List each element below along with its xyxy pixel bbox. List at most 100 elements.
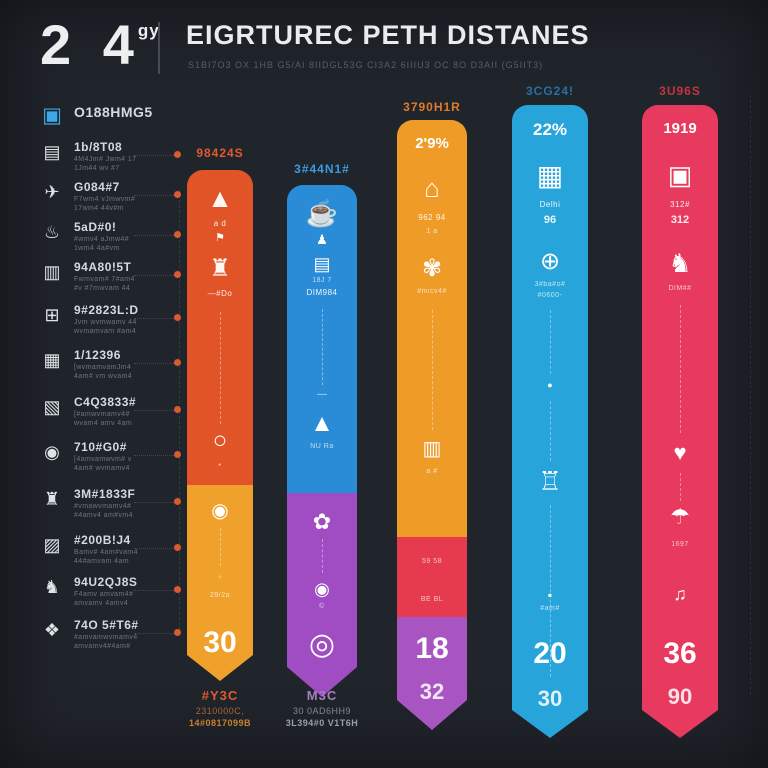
tent-icon: ▲	[207, 183, 233, 213]
leader-dot	[174, 406, 181, 413]
item-sub1: [wvmamvamJm4	[74, 364, 132, 371]
leader-line	[134, 633, 176, 634]
item-sub2: 4am# vm wvam4	[74, 373, 133, 380]
column-2-tip	[287, 667, 357, 697]
small-block-icon: ▪	[547, 588, 553, 602]
leader-dot	[174, 271, 181, 278]
column-4-note: Delhi	[539, 200, 561, 209]
item-sub2: #v #7mwvam 44	[74, 285, 131, 292]
plane-icon: ✈	[44, 182, 60, 202]
column-1-segment-bottom	[187, 485, 253, 655]
column-5-value: 36	[663, 637, 697, 670]
dotted-connector	[432, 310, 433, 430]
column-2-footer-title: M3C	[306, 688, 338, 703]
column-1-footer: #Y3C 2310000C, 14#0817099B	[189, 688, 251, 728]
item-sub2: amvamv4#4am#	[74, 643, 131, 650]
butterfly-icon: ✿	[312, 509, 332, 534]
column-5-segment	[642, 105, 718, 710]
leader-dot	[174, 451, 181, 458]
clapperboard-icon: ▤	[313, 254, 331, 274]
leader-dot	[174, 191, 181, 198]
column-3-note: 962 94	[418, 213, 446, 222]
list-item: ▤ 1b/8T08 4M4Jm# Jwm4 17 1Jm44 wv #7	[40, 140, 181, 172]
item-sub1: [4amvamwvm# v	[74, 456, 132, 463]
leader-line	[134, 195, 176, 196]
column-4-top-value: 22%	[532, 120, 568, 139]
flag-icon: ⚑	[215, 232, 225, 244]
list-item: ♞ 94U2QJ8S F4amv amvam4# amvamv 4amv4	[40, 575, 181, 607]
header-number: 2 4gy	[40, 12, 160, 77]
item-sub1: #wmv4 aJmw4#	[74, 236, 129, 243]
list-item: ❖ 74O 5#T6# #amvamwvmamv4 amvamv4#4am#	[40, 618, 181, 650]
column-3-top-label: 3790H1R	[403, 100, 461, 114]
column-3-secondary-value: 32	[419, 679, 445, 704]
column-3-tip	[397, 700, 467, 730]
item-sub1: 4M4Jm# Jwm4 17	[74, 156, 137, 163]
item-sub2: 1Jm44 wv #7	[74, 165, 120, 172]
list-item: ▧ C4Q3833# [#amwvmamv4# wvam4 amv 4am	[40, 395, 181, 427]
leader-line	[134, 502, 176, 503]
leader-dot	[174, 629, 181, 636]
column-4-note: #am#	[540, 605, 560, 612]
column-5-note: DIM##	[668, 285, 692, 292]
item-label: G084#7	[74, 180, 120, 194]
column-2-footer-line: 30 0AD6HH9	[292, 706, 352, 716]
list-item: ▦ 1/12396 [wvmamvamJm4 4am# vm wvam4	[40, 348, 181, 380]
column-1-note: —#Do	[207, 289, 233, 298]
leader-line	[134, 548, 176, 549]
column-2-note: NU Ra	[310, 443, 334, 450]
item-label: 9#2823L:D	[74, 303, 139, 317]
column-1-footer-line: 14#0817099B	[188, 718, 252, 728]
dotted-connector	[550, 401, 551, 461]
leader-dot	[174, 544, 181, 551]
column-2-footer: M3C 30 0AD6HH9 3L394#0 V1T6H	[286, 688, 359, 728]
leader-line	[134, 275, 176, 276]
iron-icon: ♨	[43, 222, 61, 242]
keyboard-icon: ▨	[43, 535, 61, 555]
item-label: 94U2QJ8S	[74, 575, 138, 589]
leader-line	[134, 155, 176, 156]
dotted-connector	[680, 473, 681, 501]
item-sub2: 17wm4 44v#m	[74, 205, 124, 212]
column-4-note: 3#ba#o#	[534, 281, 566, 288]
piano-icon: ♫	[673, 584, 687, 604]
scooter-icon: ❖	[43, 620, 61, 640]
circle-icon: ◦	[217, 572, 223, 583]
column-2-segment-bottom	[287, 493, 357, 667]
item-label: 1/12396	[74, 348, 121, 362]
list-item: ♨ 5aD#0! #wmv4 aJmw4# 1wm4 4a#vm	[40, 220, 181, 252]
list-item: ▥ 94A80!5T Fwmvam# 7#am4 #v #7mwvam 44	[40, 260, 181, 292]
column-1-value: 30	[203, 626, 237, 659]
newspaper-icon: ▦	[43, 350, 61, 370]
header-divider	[158, 22, 160, 74]
buildings-icon: ▦	[536, 160, 564, 191]
column-4-top-label: 3CG24!	[525, 84, 575, 98]
item-label: C4Q3833#	[74, 395, 137, 409]
column-2: ☕ ♟ ▤ 18J 7 DIM984 — ▲ NU Ra ✿ ◉ © ◎	[287, 185, 357, 697]
jug-icon: ☕	[305, 198, 339, 228]
column-3: 2'9% ⌂ 962 94 1 a ✾ #micv4# ▥ a # 59 58 …	[397, 120, 467, 730]
item-label: 710#G0#	[74, 440, 127, 454]
list-item: ✈ G084#7 F7wm4 vJmwvm# 17wm4 44v#m	[40, 180, 181, 212]
column-2-note: ©	[319, 603, 325, 610]
dotted-connector	[322, 309, 323, 385]
badge-icon: ◉	[211, 500, 229, 522]
column-2-note: 18J 7	[312, 277, 332, 284]
dotted-connector	[680, 305, 681, 433]
column-3-value: 18	[415, 632, 449, 665]
dotted-connector	[550, 505, 551, 677]
column-3-segment-bottom	[397, 617, 467, 700]
column-5-note: 1697	[671, 541, 689, 548]
header-number-value: 2 4	[40, 13, 142, 76]
leader-dot	[174, 586, 181, 593]
column-5-top-label: 3U96S	[659, 84, 701, 98]
page-title: EIGRTUREC PETH DISTANES	[186, 20, 590, 50]
leader-dot	[174, 359, 181, 366]
leader-line	[134, 318, 176, 319]
column-4-note: 96	[543, 214, 557, 226]
leader-dot	[174, 231, 181, 238]
item-label: 94A80!5T	[74, 260, 132, 274]
dot-marker: •	[218, 462, 222, 469]
list-item: ▨ #200B!J4 Bamv# 4am#vam4 44#amvam 4am	[40, 533, 181, 565]
